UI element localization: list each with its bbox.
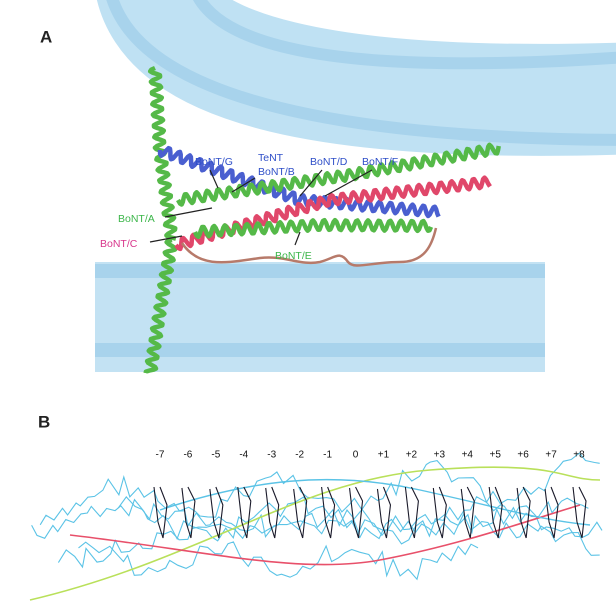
backbone-trace [39, 452, 600, 526]
layer-rung [293, 486, 308, 539]
layer-label: +8 [573, 450, 585, 461]
membrane-stripe [95, 343, 545, 357]
layer-rung [516, 486, 531, 539]
helix [192, 217, 434, 240]
panel-label: A [40, 27, 52, 46]
helix [143, 237, 178, 374]
toxin-label: TeNT [258, 152, 284, 164]
toxin-label: BoNT/A [118, 213, 155, 225]
layer-label: +2 [406, 450, 418, 461]
layer-rung [321, 486, 336, 539]
layer-label: -1 [323, 450, 332, 461]
membrane-stripe [95, 264, 545, 278]
arrow [164, 207, 213, 218]
toxin-label: BoNT/F [362, 156, 398, 168]
toxin-label: BoNT/C [100, 238, 138, 250]
layer-label: 0 [353, 450, 359, 461]
layer-rung [153, 486, 168, 539]
arrow [299, 169, 323, 197]
layer-rung [460, 486, 475, 539]
layer-rung [348, 486, 364, 539]
layer-label: +3 [434, 450, 446, 461]
layer-label: -7 [156, 450, 165, 461]
membrane-band [97, 0, 616, 156]
arrow [231, 177, 256, 193]
layer-label: -4 [239, 450, 248, 461]
layer-rung [209, 486, 224, 539]
backbone-trace [78, 541, 479, 581]
layer-label: -3 [267, 450, 276, 461]
helix [174, 175, 492, 252]
arrow [149, 235, 183, 243]
helix-axis [159, 478, 591, 526]
snare-helices [143, 65, 501, 374]
arrows [149, 169, 373, 246]
layer-label: -5 [211, 450, 220, 461]
layer-rung [404, 486, 419, 539]
helix-axis [29, 466, 601, 601]
helix [157, 145, 441, 219]
layer-rung [237, 486, 252, 539]
layer-label: +1 [378, 450, 390, 461]
layer-label: +6 [517, 450, 529, 461]
layer-rung [544, 486, 559, 539]
helix-bundle [29, 452, 603, 601]
arrow [324, 169, 373, 197]
membrane-stripe [193, 0, 616, 70]
toxin-label: BoNT/G [195, 156, 233, 168]
arrow [209, 169, 219, 189]
toxin-label: BoNT/D [310, 156, 348, 168]
upper-membrane [97, 0, 616, 156]
membrane-stripe [106, 0, 616, 146]
layer-label: -2 [295, 450, 304, 461]
layer-label: -6 [183, 450, 192, 461]
toxin-label: BoNT/E [275, 250, 312, 262]
toxin-label: BoNT/B [258, 166, 295, 178]
layer-label: +4 [462, 450, 474, 461]
backbone-trace [57, 508, 600, 569]
layer-label: +5 [489, 450, 501, 461]
layer-labels: -7 -6 -5 -4 -3 -2 -1 0 +1 +2 +3 +4 +5 +6 +7 +8 [156, 450, 586, 461]
helix [176, 142, 501, 207]
linker-loop [180, 227, 438, 267]
panel-label: B [38, 412, 50, 431]
layer-rung [265, 486, 280, 539]
arrow [294, 231, 301, 246]
layer-rung [376, 486, 392, 539]
layer-rung [572, 486, 587, 539]
layer-rung [488, 486, 503, 539]
layer-label: +7 [545, 450, 557, 461]
layer-rung [181, 486, 196, 539]
layer-rung [432, 486, 447, 539]
